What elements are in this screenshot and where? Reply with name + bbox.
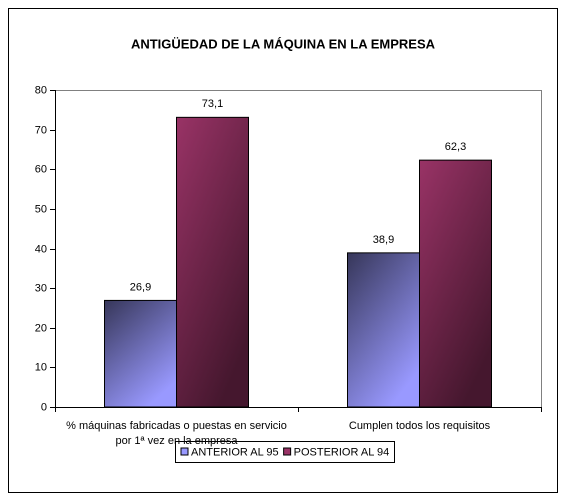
legend-label: POSTERIOR AL 94 — [294, 446, 390, 458]
y-tick-label: 10 — [35, 361, 47, 373]
y-tick-label: 30 — [35, 282, 47, 294]
bar — [104, 299, 177, 408]
y-tick-label: 70 — [35, 124, 47, 136]
x-tick-label: Cumplen todos los requisitos — [348, 420, 491, 432]
bar — [419, 159, 492, 408]
y-tick-label: 40 — [35, 243, 47, 255]
legend-swatch — [180, 447, 189, 456]
legend-label: ANTERIOR AL 95 — [191, 446, 279, 458]
y-tick-label: 0 — [41, 401, 47, 413]
legend-swatch — [283, 447, 292, 456]
y-tick-label: 80 — [35, 84, 47, 96]
y-tick-label: 60 — [35, 163, 47, 175]
y-tick-label: 20 — [35, 322, 47, 334]
x-tick-label: % máquinas fabricadas o puestas en servi… — [66, 420, 287, 447]
bar — [176, 116, 249, 408]
value-label: 73,1 — [202, 98, 223, 110]
bar — [347, 252, 420, 408]
y-tick-label: 50 — [35, 203, 47, 215]
value-label: 38,9 — [373, 234, 394, 246]
value-label: 62,3 — [445, 141, 466, 153]
chart-title: ANTIGÜEDAD DE LA MÁQUINA EN LA EMPRESA — [131, 36, 436, 51]
value-label: 26,9 — [130, 281, 151, 293]
